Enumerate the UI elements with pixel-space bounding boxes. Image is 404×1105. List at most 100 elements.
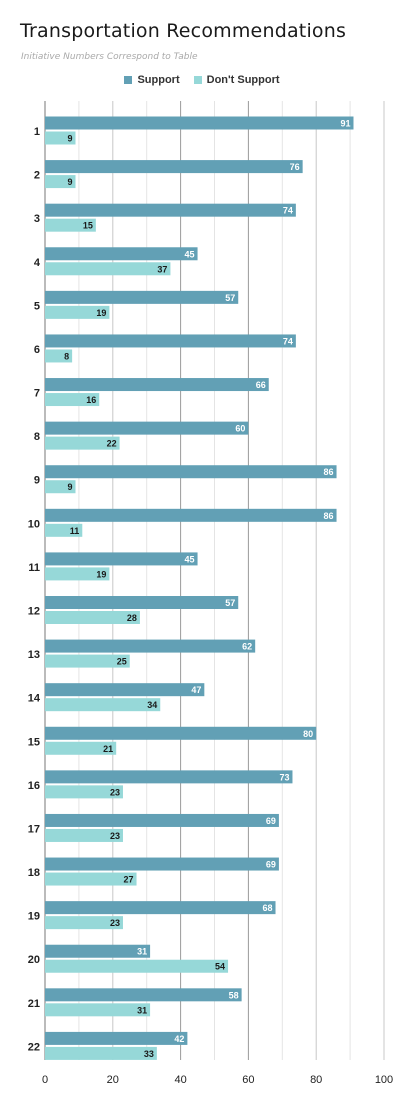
bar-support xyxy=(45,334,296,348)
bar-dont-support xyxy=(45,131,76,145)
bar-dont-support xyxy=(45,872,137,886)
legend-item-support[interactable]: Support xyxy=(124,74,180,86)
category-label: 14 xyxy=(28,693,41,705)
data-label-support: 45 xyxy=(185,249,195,259)
bar-dont-support xyxy=(45,654,130,668)
x-tick-label: 0 xyxy=(42,1074,48,1086)
legend-swatch-dont-support xyxy=(193,76,202,84)
bar-dont-support xyxy=(45,611,140,624)
bar-dont-support xyxy=(45,523,83,537)
bar-support xyxy=(45,770,293,784)
bar-dont-support xyxy=(45,393,100,407)
bar-support xyxy=(45,726,317,740)
data-label-support: 45 xyxy=(185,554,195,564)
bar-dont-support xyxy=(45,916,123,930)
legend-swatch-support xyxy=(124,76,133,84)
data-label-support: 76 xyxy=(290,162,300,172)
data-label-support: 62 xyxy=(242,642,252,652)
data-label-support: 57 xyxy=(225,598,235,608)
bar-support xyxy=(45,116,354,130)
bar-dont-support xyxy=(45,698,161,712)
bar-dont-support xyxy=(45,436,120,450)
category-label: 3 xyxy=(34,213,40,225)
data-label-dont-support: 22 xyxy=(107,439,117,449)
data-label-dont-support: 31 xyxy=(137,1005,147,1015)
data-label-support: 80 xyxy=(303,729,313,739)
data-label-dont-support: 8 xyxy=(64,351,69,361)
data-label-support: 47 xyxy=(191,685,201,695)
data-label-support: 57 xyxy=(225,293,235,303)
category-label: 20 xyxy=(28,954,40,966)
bar-dont-support xyxy=(45,262,171,276)
chart-subtitle: Initiative Numbers Correspond to Table xyxy=(21,52,198,62)
x-tick-label: 40 xyxy=(174,1074,186,1086)
data-label-dont-support: 33 xyxy=(144,1049,154,1059)
data-label-dont-support: 15 xyxy=(83,221,93,231)
category-label: 21 xyxy=(28,998,40,1010)
data-label-support: 42 xyxy=(174,1034,184,1044)
data-label-support: 68 xyxy=(263,903,273,913)
data-label-dont-support: 21 xyxy=(103,744,113,754)
data-label-support: 86 xyxy=(324,511,334,521)
bar-support xyxy=(45,596,239,609)
data-label-support: 91 xyxy=(340,119,350,129)
data-label-dont-support: 9 xyxy=(67,134,72,144)
data-label-support: 60 xyxy=(235,424,245,434)
legend-item-dont-support[interactable]: Don't Support xyxy=(193,74,280,86)
data-label-dont-support: 23 xyxy=(110,918,120,928)
data-label-dont-support: 16 xyxy=(86,395,96,405)
data-label-support: 86 xyxy=(324,467,334,477)
data-label-support: 69 xyxy=(266,816,276,826)
category-label: 19 xyxy=(28,911,40,923)
data-label-support: 74 xyxy=(283,206,293,216)
data-label-dont-support: 54 xyxy=(215,962,225,972)
category-label: 2 xyxy=(34,170,40,182)
category-label: 1 xyxy=(34,126,40,138)
category-label: 9 xyxy=(34,475,40,487)
bar-support xyxy=(45,813,279,827)
category-label: 10 xyxy=(28,518,40,530)
data-label-support: 58 xyxy=(229,990,239,1000)
bar-support xyxy=(45,988,242,1002)
legend-label-support: Support xyxy=(137,74,180,86)
bar-dont-support xyxy=(45,349,73,363)
data-label-dont-support: 19 xyxy=(96,569,106,579)
category-label: 17 xyxy=(28,823,40,835)
bar-support xyxy=(45,465,337,479)
bar-dont-support xyxy=(45,480,76,494)
category-label: 13 xyxy=(28,649,40,661)
data-label-dont-support: 23 xyxy=(110,831,120,841)
bar-dont-support xyxy=(45,785,123,799)
data-label-dont-support: 37 xyxy=(157,264,167,274)
category-label: 15 xyxy=(28,736,40,748)
x-tick-label: 80 xyxy=(310,1074,322,1086)
x-tick-label: 20 xyxy=(107,1074,119,1086)
bar-dont-support xyxy=(45,218,96,232)
data-label-dont-support: 28 xyxy=(127,613,137,623)
bar-support xyxy=(45,508,337,522)
category-label: 7 xyxy=(34,388,40,400)
bar-support xyxy=(45,378,269,392)
bar-support xyxy=(45,1031,188,1045)
bar-dont-support xyxy=(45,828,123,842)
bar-dont-support xyxy=(45,959,229,973)
bar-support xyxy=(45,247,198,261)
bar-dont-support xyxy=(45,741,117,755)
data-label-dont-support: 19 xyxy=(96,308,106,318)
chart-legend: Support Don't Support xyxy=(0,74,404,86)
category-label: 18 xyxy=(28,867,40,879)
bar-dont-support xyxy=(45,1046,157,1060)
x-tick-label: 100 xyxy=(375,1074,393,1086)
category-label: 4 xyxy=(34,257,41,269)
bar-dont-support xyxy=(45,305,110,319)
data-label-support: 73 xyxy=(279,772,289,782)
bar-dont-support xyxy=(45,175,76,189)
bar-support xyxy=(45,552,198,566)
data-label-dont-support: 9 xyxy=(67,482,72,492)
bar-support xyxy=(45,290,239,304)
data-label-dont-support: 27 xyxy=(124,875,134,885)
bar-support xyxy=(45,857,279,871)
data-label-dont-support: 23 xyxy=(110,787,120,797)
data-label-support: 69 xyxy=(266,860,276,870)
bar-support xyxy=(45,901,276,915)
